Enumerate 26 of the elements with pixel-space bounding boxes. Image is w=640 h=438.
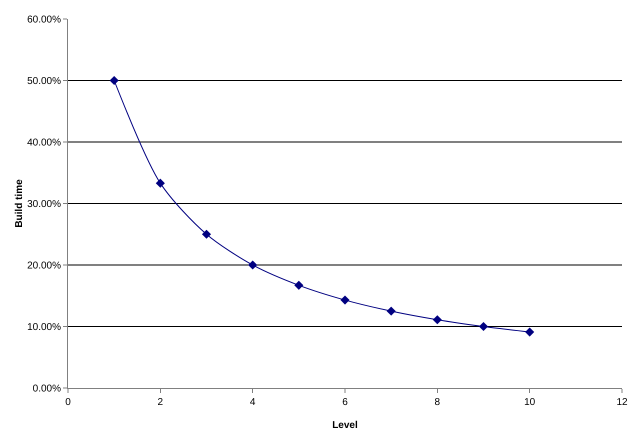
point bbox=[525, 327, 534, 337]
y-axis-title: Build time bbox=[14, 178, 26, 228]
point bbox=[340, 296, 350, 305]
x-tick-label: 2 bbox=[158, 397, 164, 408]
point bbox=[386, 306, 396, 316]
y-tick-label: 0.00% bbox=[32, 384, 62, 394]
point bbox=[202, 230, 212, 239]
y-tick-label: 40.00% bbox=[27, 138, 62, 148]
y-tick-label: 20.00% bbox=[27, 260, 62, 272]
point bbox=[156, 178, 165, 188]
point bbox=[432, 315, 442, 324]
point bbox=[110, 76, 119, 86]
x-tick-label: 6 bbox=[342, 397, 348, 408]
y-tick-label: 60.00% bbox=[27, 14, 62, 26]
x-tick-label: 8 bbox=[434, 397, 441, 408]
point bbox=[248, 260, 258, 270]
x-axis-title: Level bbox=[332, 420, 358, 431]
x-tick-label: 4 bbox=[250, 397, 256, 408]
y-tick-label: 50.00% bbox=[27, 76, 62, 87]
point bbox=[478, 322, 488, 332]
y-tick-label: 10.00% bbox=[27, 322, 62, 333]
point bbox=[294, 280, 304, 290]
x-tick-label: 0 bbox=[65, 397, 72, 408]
x-tick-label: 10 bbox=[524, 397, 536, 408]
x-tick-label: 12 bbox=[616, 397, 628, 408]
y-tick-label: 30.00% bbox=[27, 199, 62, 210]
